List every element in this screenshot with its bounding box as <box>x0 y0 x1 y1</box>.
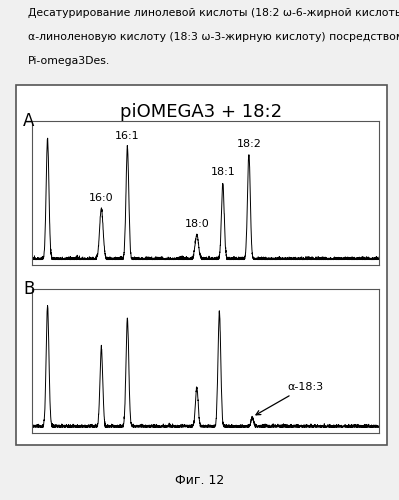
Text: α-18:3: α-18:3 <box>256 382 323 415</box>
Text: Десатурирование линолевой кислоты (18:2 ω-6-жирной кислоты) в: Десатурирование линолевой кислоты (18:2 … <box>28 8 399 18</box>
Text: Pi-omega3Des.: Pi-omega3Des. <box>28 56 110 66</box>
Text: 18:1: 18:1 <box>210 168 235 177</box>
Text: α-линоленовую кислоту (18:3 ω-3-жирную кислоту) посредством: α-линоленовую кислоту (18:3 ω-3-жирную к… <box>28 32 399 42</box>
Text: 18:0: 18:0 <box>184 219 209 229</box>
Text: Фиг. 12: Фиг. 12 <box>175 474 224 486</box>
Text: B: B <box>23 280 35 298</box>
Text: A: A <box>23 112 35 130</box>
Text: 16:1: 16:1 <box>115 132 140 141</box>
Text: 16:0: 16:0 <box>89 192 114 202</box>
Text: 18:2: 18:2 <box>237 138 261 148</box>
Text: piOMEGA3 + 18:2: piOMEGA3 + 18:2 <box>120 102 282 120</box>
